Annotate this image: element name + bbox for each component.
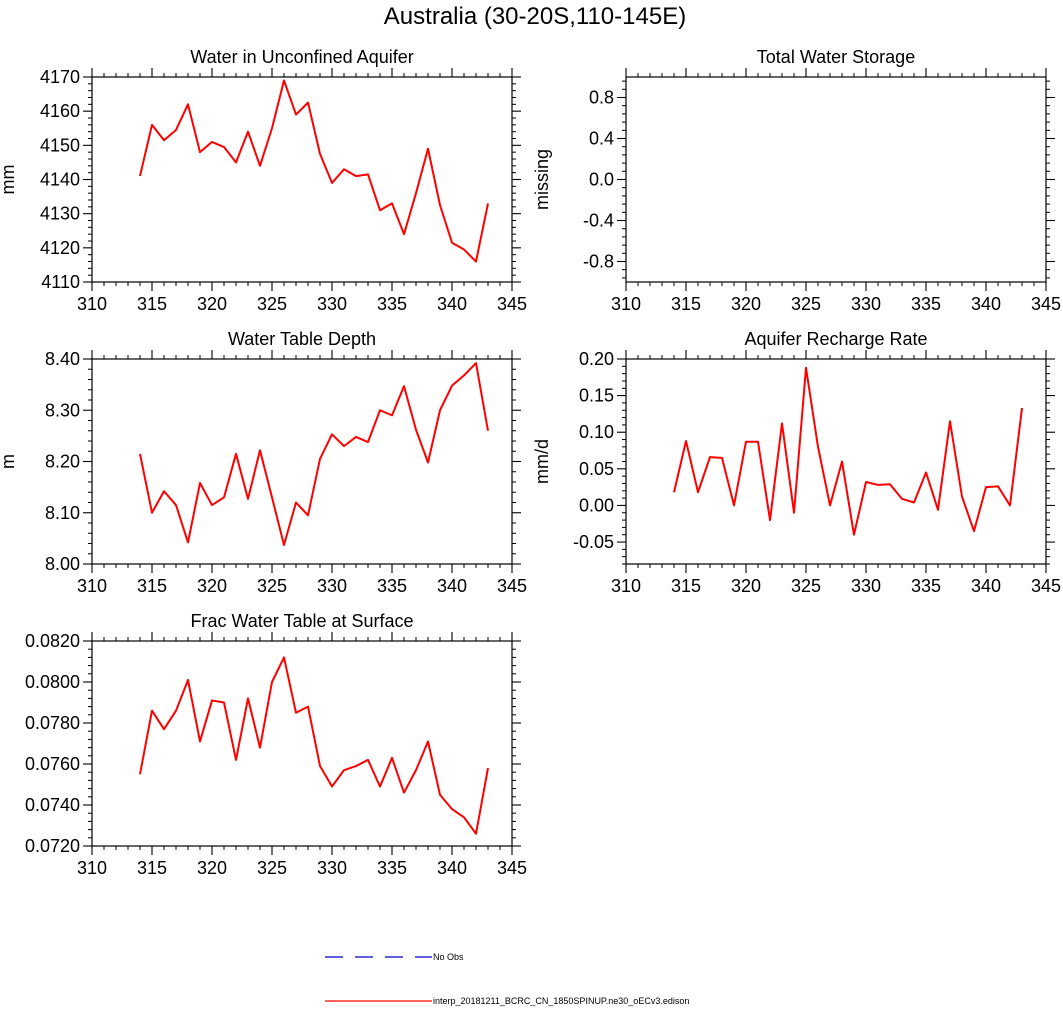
p1-y-tick-label-0-0: 0.0 <box>589 170 614 190</box>
p2-x-tick-label-330: 330 <box>317 576 347 596</box>
p4-y-tick-label-0-0720: 0.0720 <box>25 836 80 856</box>
panel-frac-water-table-at-surface: Frac Water Table at Surface 310 315 320 325 3… <box>25 611 527 878</box>
p2-x-tick-label-320: 320 <box>197 576 227 596</box>
legend-no-obs-label: No Obs <box>433 952 464 962</box>
panel-water-table-depth: Water Table Depth m 310 315 320 325 330 335 340 3… <box>0 329 527 596</box>
p3-panel-title: Aquifer Recharge Rate <box>744 329 927 349</box>
p3-x-tick-label-320: 320 <box>731 576 761 596</box>
panel-water-in-unconfined-aquifer: Water in Unconfined Aquifer mm 310 315 320 32… <box>0 47 527 314</box>
p2-y-tick-label-8-30: 8.30 <box>45 400 80 420</box>
p3-y-tick-label-0-15: 0.15 <box>579 386 614 406</box>
p4-panel-title: Frac Water Table at Surface <box>190 611 413 631</box>
p0-y-axis-label: mm <box>0 165 18 195</box>
p3-y-tick-label-0-05: 0.05 <box>579 459 614 479</box>
p2-y-tick-label-8-40: 8.40 <box>45 349 80 369</box>
p0-x-tick-label-340: 340 <box>437 294 467 314</box>
p4-x-tick-label-325: 325 <box>257 858 287 878</box>
p3-x-tick-label-345: 345 <box>1031 576 1061 596</box>
p0-panel-title: Water in Unconfined Aquifer <box>190 47 413 67</box>
p1-x-tick-label-330: 330 <box>851 294 881 314</box>
p3-x-tick-label-335: 335 <box>911 576 941 596</box>
p2-panel-title: Water Table Depth <box>228 329 376 349</box>
p3-y-axis-label: mm/d <box>532 439 552 484</box>
p4-y-tick-label-0-0760: 0.0760 <box>25 754 80 774</box>
p3-y-tick-label-0-05: -0.05 <box>573 532 614 552</box>
p0-series-line-0 <box>139 79 489 263</box>
p3-x-tick-label-325: 325 <box>791 576 821 596</box>
p2-x-tick-label-325: 325 <box>257 576 287 596</box>
p2-y-tick-label-8-00: 8.00 <box>45 554 80 574</box>
p2-y-tick-label-8-10: 8.10 <box>45 503 80 523</box>
p0-y-tick-label-4150: 4150 <box>40 135 80 155</box>
p3-y-tick-label-0-00: 0.00 <box>579 495 614 515</box>
p1-y-tick-label-0-4: 0.4 <box>589 129 614 149</box>
p4-x-tick-label-310: 310 <box>77 858 107 878</box>
p2-x-tick-label-340: 340 <box>437 576 467 596</box>
p4-y-tick-label-0-0800: 0.0800 <box>25 672 80 692</box>
p1-y-tick-label-0-4: -0.4 <box>583 211 614 231</box>
p3-plot-frame <box>625 358 1047 565</box>
p1-x-tick-label-320: 320 <box>731 294 761 314</box>
p0-y-tick-label-4140: 4140 <box>40 170 80 190</box>
figure-title: Australia (30-20S,110-145E) <box>384 3 686 30</box>
p4-series-line-0 <box>139 656 489 835</box>
p3-x-tick-label-315: 315 <box>671 576 701 596</box>
p3-x-tick-label-330: 330 <box>851 576 881 596</box>
p4-y-tick-label-0-0740: 0.0740 <box>25 795 80 815</box>
p2-y-axis-label: m <box>0 454 18 469</box>
legend-model-label: interp_20181211_BCRC_CN_1850SPINUP.ne30_… <box>433 996 689 1006</box>
p1-x-tick-label-335: 335 <box>911 294 941 314</box>
p3-series-line-0 <box>673 366 1023 536</box>
p0-x-tick-label-335: 335 <box>377 294 407 314</box>
p3-y-tick-label-0-20: 0.20 <box>579 349 614 369</box>
p2-x-tick-label-315: 315 <box>137 576 167 596</box>
p0-x-tick-label-330: 330 <box>317 294 347 314</box>
p2-series-line-0 <box>139 362 489 547</box>
p4-x-tick-label-340: 340 <box>437 858 467 878</box>
p2-x-tick-label-345: 345 <box>497 576 527 596</box>
panel-total-water-storage: Total Water Storage missing 310 315 320 325 33… <box>532 47 1061 314</box>
p4-y-tick-label-0-0780: 0.0780 <box>25 713 80 733</box>
p1-x-tick-label-325: 325 <box>791 294 821 314</box>
p4-x-tick-label-320: 320 <box>197 858 227 878</box>
p3-x-tick-label-340: 340 <box>971 576 1001 596</box>
p4-x-tick-label-345: 345 <box>497 858 527 878</box>
p4-x-tick-label-335: 335 <box>377 858 407 878</box>
p0-y-tick-label-4130: 4130 <box>40 204 80 224</box>
p4-y-tick-label-0-0820: 0.0820 <box>25 631 80 651</box>
p4-plot-frame <box>91 640 513 847</box>
p0-y-tick-label-4170: 4170 <box>40 67 80 87</box>
p1-x-tick-label-310: 310 <box>611 294 641 314</box>
p1-y-tick-label-0-8: -0.8 <box>583 252 614 272</box>
p1-x-tick-label-315: 315 <box>671 294 701 314</box>
p1-y-axis-label: missing <box>532 149 552 210</box>
p4-x-tick-label-315: 315 <box>137 858 167 878</box>
p1-plot-frame <box>625 76 1047 283</box>
p3-x-tick-label-310: 310 <box>611 576 641 596</box>
p1-y-tick-label-0-8: 0.8 <box>589 88 614 108</box>
p2-x-tick-label-310: 310 <box>77 576 107 596</box>
p0-x-tick-label-325: 325 <box>257 294 287 314</box>
p1-x-tick-label-345: 345 <box>1031 294 1061 314</box>
p2-y-tick-label-8-20: 8.20 <box>45 452 80 472</box>
p0-x-tick-label-310: 310 <box>77 294 107 314</box>
legend: No Obs interp_20181211_BCRC_CN_1850SPINU… <box>325 952 689 1006</box>
p4-x-tick-label-330: 330 <box>317 858 347 878</box>
p1-panel-title: Total Water Storage <box>757 47 915 67</box>
p3-y-tick-label-0-10: 0.10 <box>579 422 614 442</box>
p0-x-tick-label-315: 315 <box>137 294 167 314</box>
p0-y-tick-label-4160: 4160 <box>40 101 80 121</box>
p0-x-tick-label-345: 345 <box>497 294 527 314</box>
p0-x-tick-label-320: 320 <box>197 294 227 314</box>
panel-aquifer-recharge-rate: Aquifer Recharge Rate mm/d 310 315 320 325 330… <box>532 329 1061 596</box>
p0-y-tick-label-4120: 4120 <box>40 238 80 258</box>
p1-x-tick-label-340: 340 <box>971 294 1001 314</box>
p2-x-tick-label-335: 335 <box>377 576 407 596</box>
p0-y-tick-label-4110: 4110 <box>41 272 80 292</box>
